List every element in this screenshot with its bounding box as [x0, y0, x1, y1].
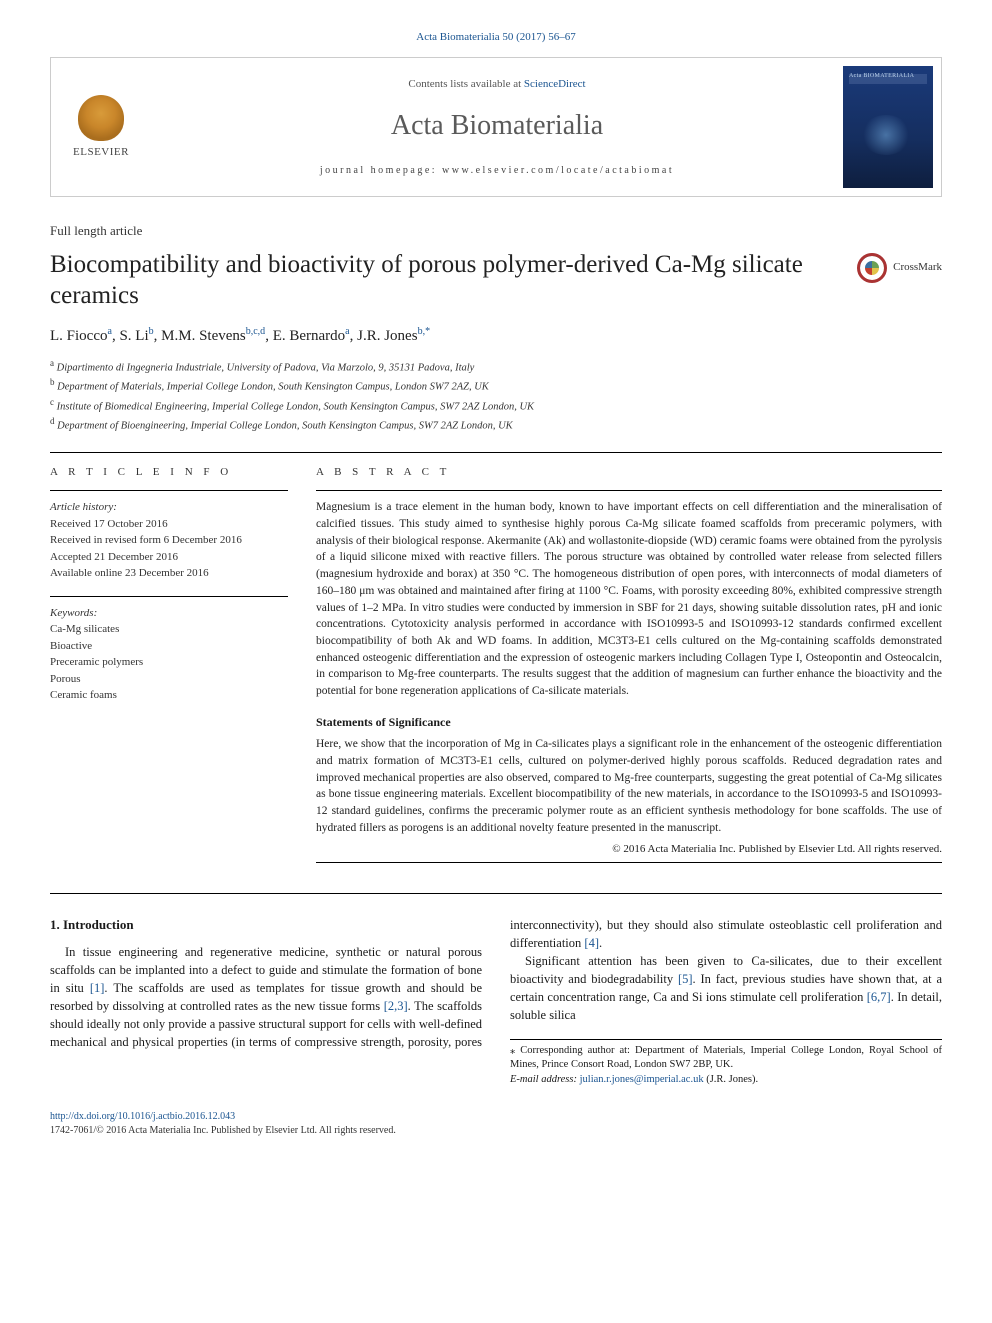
keyword: Bioactive [50, 638, 288, 655]
divider [316, 490, 942, 491]
cover-label: Acta BIOMATERIALIA [849, 72, 914, 80]
corresponding-author-footnote: ⁎ Corresponding author at: Department of… [510, 1039, 942, 1088]
article-body: 1. Introduction In tissue engineering an… [50, 916, 942, 1088]
journal-reference: Acta Biomaterialia 50 (2017) 56–67 [50, 30, 942, 45]
affil-text: Institute of Biomedical Engineering, Imp… [57, 401, 534, 412]
journal-name: Acta Biomaterialia [391, 106, 603, 145]
divider [50, 596, 288, 597]
citation-link[interactable]: [5] [678, 972, 693, 986]
keyword: Ceramic foams [50, 687, 288, 704]
affiliation: a Dipartimento di Ingegneria Industriale… [50, 357, 942, 376]
contents-pre: Contents lists available at [408, 78, 523, 90]
footnote-text: ⁎ Corresponding author at: Department of… [510, 1044, 942, 1073]
citation-link[interactable]: [1] [90, 981, 105, 995]
keyword: Ca-Mg silicates [50, 621, 288, 638]
citation-link[interactable]: [4] [584, 936, 599, 950]
divider [50, 452, 942, 453]
abstract-column: A B S T R A C T Magnesium is a trace ele… [316, 465, 942, 871]
body-text: solving at controlled rates as the new t… [127, 999, 383, 1013]
publisher-name: ELSEVIER [73, 145, 129, 160]
history-header: Article history: [50, 499, 288, 516]
keywords-block: Keywords: Ca-Mg silicates Bioactive Prec… [50, 605, 288, 704]
author-list: L. Fioccoa, S. Lib, M.M. Stevensb,c,d, E… [50, 325, 942, 347]
email-paren: (J.R. Jones). [704, 1074, 759, 1085]
email-label: E-mail address: [510, 1074, 580, 1085]
article-history: Article history: Received 17 October 201… [50, 499, 288, 582]
author: J.R. Jones [357, 328, 417, 344]
affil-text: Department of Bioengineering, Imperial C… [57, 420, 513, 431]
history-line: Available online 23 December 2016 [50, 565, 288, 582]
header-center: Contents lists available at ScienceDirec… [151, 58, 843, 196]
contents-available-line: Contents lists available at ScienceDirec… [408, 77, 585, 92]
article-info-label: A R T I C L E I N F O [50, 465, 288, 480]
affil-sup: a [50, 358, 54, 368]
author-affil-sup: a [108, 326, 112, 337]
statements-heading: Statements of Significance [316, 714, 942, 731]
citation-link[interactable]: [6,7] [867, 990, 891, 1004]
history-line: Received 17 October 2016 [50, 516, 288, 533]
divider [316, 862, 942, 863]
statements-text: Here, we show that the incorporation of … [316, 736, 942, 836]
author: S. Li [119, 328, 148, 344]
author: M.M. Stevens [161, 328, 246, 344]
body-paragraph: Significant attention has been given to … [510, 952, 942, 1025]
divider [50, 893, 942, 894]
author-affil-sup: b [149, 326, 154, 337]
corresponding-star: * [425, 326, 430, 337]
journal-homepage: journal homepage: www.elsevier.com/locat… [320, 164, 674, 178]
article-type: Full length article [50, 222, 942, 240]
abstract-copyright: © 2016 Acta Materialia Inc. Published by… [316, 842, 942, 857]
email-link[interactable]: julian.r.jones@imperial.ac.uk [580, 1074, 704, 1085]
crossmark-badge[interactable]: CrossMark [857, 253, 942, 283]
author: L. Fiocco [50, 328, 108, 344]
author-affil-sup: a [345, 326, 349, 337]
affiliations: a Dipartimento di Ingegneria Industriale… [50, 357, 942, 434]
author: E. Bernardo [273, 328, 345, 344]
body-text: . [599, 936, 602, 950]
abstract-label: A B S T R A C T [316, 465, 942, 480]
affil-text: Department of Materials, Imperial Colleg… [57, 382, 489, 393]
doi-link[interactable]: http://dx.doi.org/10.1016/j.actbio.2016.… [50, 1111, 235, 1122]
article-title: Biocompatibility and bioactivity of poro… [50, 249, 857, 312]
section-heading: 1. Introduction [50, 916, 482, 935]
affil-text: Dipartimento di Ingegneria Industriale, … [57, 363, 475, 374]
footnote-email-line: E-mail address: julian.r.jones@imperial.… [510, 1073, 942, 1088]
divider [50, 490, 288, 491]
affil-sup: c [50, 397, 54, 407]
journal-header: ELSEVIER Contents lists available at Sci… [50, 57, 942, 197]
article-info-column: A R T I C L E I N F O Article history: R… [50, 465, 288, 871]
history-line: Accepted 21 December 2016 [50, 549, 288, 566]
crossmark-label: CrossMark [893, 260, 942, 275]
affil-sup: b [50, 377, 55, 387]
history-line: Received in revised form 6 December 2016 [50, 532, 288, 549]
keyword: Porous [50, 671, 288, 688]
citation-link[interactable]: [2,3] [384, 999, 408, 1013]
abstract-text: Magnesium is a trace element in the huma… [316, 499, 942, 699]
keywords-header: Keywords: [50, 605, 288, 622]
author-affil-sup: b,* [418, 326, 431, 337]
affil-sup: d [50, 416, 55, 426]
keyword: Preceramic polymers [50, 654, 288, 671]
author-affil-sup: b,c,d [246, 326, 265, 337]
publisher-logo: ELSEVIER [51, 58, 151, 196]
issn-copyright: 1742-7061/© 2016 Acta Materialia Inc. Pu… [50, 1125, 396, 1136]
journal-cover-thumbnail: Acta BIOMATERIALIA [843, 66, 933, 188]
affiliation: b Department of Materials, Imperial Coll… [50, 376, 942, 395]
affiliation: d Department of Bioengineering, Imperial… [50, 415, 942, 434]
sciencedirect-link[interactable]: ScienceDirect [524, 78, 586, 90]
page-footer: http://dx.doi.org/10.1016/j.actbio.2016.… [50, 1110, 942, 1138]
affiliation: c Institute of Biomedical Engineering, I… [50, 396, 942, 415]
crossmark-icon [857, 253, 887, 283]
elsevier-tree-icon [78, 95, 124, 141]
